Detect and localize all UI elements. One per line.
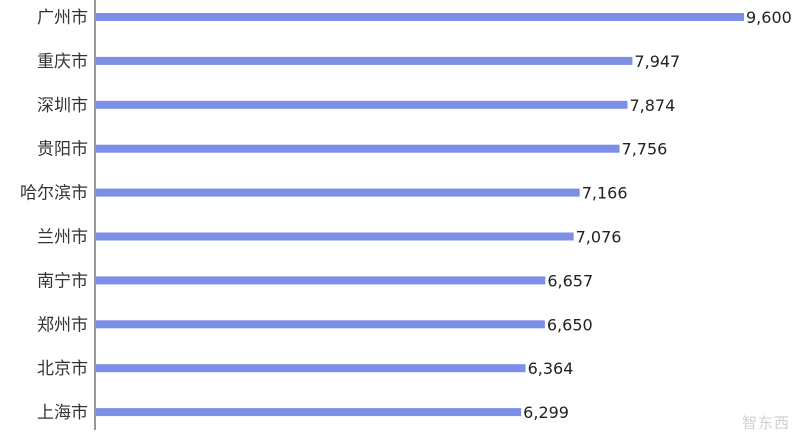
value-label: 7,947 [634, 52, 680, 71]
bar [96, 364, 526, 373]
value-label: 7,756 [622, 140, 668, 159]
category-label: 上海市 [37, 403, 88, 423]
category-label: 广州市 [37, 8, 88, 28]
category-label: 南宁市 [37, 271, 88, 291]
value-label: 7,076 [576, 228, 622, 247]
category-label: 郑州市 [37, 315, 88, 335]
bar [96, 276, 546, 285]
bar [96, 232, 574, 241]
value-label: 6,299 [523, 403, 569, 422]
category-label: 兰州市 [37, 228, 88, 248]
category-label: 重庆市 [37, 52, 88, 72]
bar [96, 320, 545, 329]
category-label: 北京市 [37, 359, 88, 379]
bar [96, 408, 522, 417]
category-label: 哈尔滨市 [20, 184, 88, 204]
value-label: 6,650 [547, 315, 593, 334]
value-label: 6,364 [528, 359, 574, 378]
value-label: 7,166 [582, 184, 628, 203]
category-label: 深圳市 [37, 96, 88, 116]
category-label: 贵阳市 [37, 140, 88, 160]
value-label: 9,600 [746, 8, 792, 27]
bar [96, 56, 633, 65]
bar [96, 188, 580, 197]
watermark-logo: 智东西 [741, 414, 790, 432]
value-label: 7,874 [629, 96, 675, 115]
bar [96, 100, 628, 109]
bar [96, 144, 620, 153]
bar [96, 13, 744, 21]
value-label: 6,657 [547, 271, 593, 290]
